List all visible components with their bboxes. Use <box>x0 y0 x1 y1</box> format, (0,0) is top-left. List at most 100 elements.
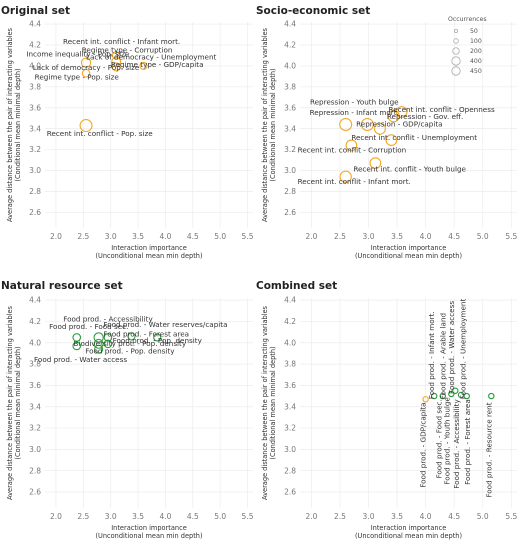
point-label: Food prod. - Resource rent <box>484 402 493 497</box>
x-axis-label-sub: (Unconditional mean min depth) <box>95 532 202 540</box>
panel-natural-resource-set: Natural resource set 2.6 2.8 3.0 3.2 3.4 3.6 3.… <box>1 280 254 540</box>
x-axis-label: Interaction importance <box>371 524 447 532</box>
legend-title: Occurrences <box>448 16 487 23</box>
y-tick-label: 3.0 <box>29 445 41 454</box>
data-point <box>72 333 82 342</box>
panel-title: Original set <box>1 5 70 17</box>
point-label: Recent int. conflit - Infant mort. <box>298 177 411 186</box>
y-tick-label: 4.0 <box>284 338 296 347</box>
point-label: Food prod. - Youth bulge <box>443 397 452 485</box>
data-point <box>422 396 429 403</box>
legend-symbol <box>452 47 460 55</box>
x-axis-label-sub: (Unconditional mean min depth) <box>95 252 202 260</box>
legend-symbol <box>453 28 459 34</box>
x-tick-label: 4.0 <box>159 232 171 241</box>
y-tick-label: 3.0 <box>284 445 296 454</box>
data-point <box>488 392 495 400</box>
y-tick-label: 3.2 <box>29 145 41 154</box>
x-tick-label: 3.0 <box>363 232 375 241</box>
point-label: Regime type - Corruption <box>82 45 173 54</box>
x-tick-label: 4.0 <box>159 512 171 521</box>
y-tick-label: 4.4 <box>284 20 296 29</box>
point-label: Food prod. - Water access <box>34 355 127 364</box>
panel-title: Natural resource set <box>1 280 123 292</box>
y-tick-label: 3.8 <box>29 360 41 369</box>
y-tick-label: 3.4 <box>29 124 41 133</box>
panel-title: Combined set <box>256 280 337 292</box>
x-tick-label: 5.0 <box>214 232 226 241</box>
y-tick-label: 4.0 <box>29 338 41 347</box>
point-label: Food prod. - Pop. density <box>85 346 175 355</box>
y-tick-label: 4.2 <box>29 317 41 326</box>
y-tick-label: 2.8 <box>284 466 296 475</box>
legend-symbol <box>451 66 461 76</box>
y-axis-label-sub: (Conditional mean minimal depth) <box>269 346 277 459</box>
y-tick-label: 3.2 <box>284 145 296 154</box>
data-point <box>153 333 162 342</box>
x-tick-label: 5.5 <box>242 232 254 241</box>
point-label: Recent int. conflit - Corruption <box>298 146 407 155</box>
x-axis-label-sub: (Unconditional mean min depth) <box>355 532 462 540</box>
x-tick-label: 4.0 <box>420 512 432 521</box>
data-point <box>452 387 459 394</box>
data-point <box>111 56 122 67</box>
y-axis-label: Average distance between the pair of int… <box>6 27 14 222</box>
y-tick-label: 3.4 <box>284 124 296 133</box>
y-tick-label: 2.6 <box>29 208 41 217</box>
y-tick-label: 3.2 <box>29 424 41 433</box>
data-point <box>127 332 136 341</box>
y-tick-label: 3.8 <box>284 82 296 91</box>
x-axis-label: Interaction importance <box>111 524 187 532</box>
y-tick-label: 4.2 <box>284 317 296 326</box>
point-label: Lack of democracy - Pop. size <box>33 63 140 72</box>
point-label: Recent int. conflict - Pop. size <box>47 129 154 138</box>
y-tick-label: 3.0 <box>29 166 41 175</box>
data-point <box>93 338 104 349</box>
x-tick-label: 5.5 <box>505 232 517 241</box>
point-label: Food prod. - Food sec. <box>49 322 128 331</box>
point-label: Food prod. - Water reserves/capita <box>103 320 227 329</box>
panel-title: Socio-economic set <box>256 5 370 17</box>
y-tick-label: 3.6 <box>284 103 296 112</box>
y-tick-label: 4.2 <box>29 41 41 50</box>
point-label: Food prod. - Arable land <box>439 313 448 399</box>
data-point <box>430 392 438 400</box>
data-point <box>111 51 121 60</box>
y-tick-label: 2.8 <box>284 187 296 196</box>
legend: Occurrences 50 100 200 400 450 <box>448 16 487 76</box>
point-label: Food prod. - GDP/capita <box>419 402 428 487</box>
data-point <box>79 119 93 133</box>
point-label: Repression - Infant mort. <box>310 108 399 117</box>
data-point <box>360 117 374 131</box>
point-label: Repression - GDP/capita <box>356 120 442 129</box>
x-tick-label: 3.0 <box>105 232 117 241</box>
panel-socio-economic-set: Socio-economic set 2.6 2.8 3.0 3.2 3.4 3.6 3.8 4… <box>256 5 517 260</box>
x-tick-label: 2.0 <box>305 512 317 521</box>
point-label: Recent int. conflit - Openness <box>389 105 495 114</box>
x-tick-label: 2.5 <box>334 232 346 241</box>
y-axis-label: Average distance between the pair of int… <box>261 27 269 222</box>
y-axis-label-sub: (Conditional mean minimal depth) <box>14 346 22 459</box>
data-point <box>457 391 465 399</box>
y-tick-label: 3.4 <box>29 402 41 411</box>
x-tick-label: 5.5 <box>242 512 254 521</box>
y-tick-label: 2.6 <box>284 208 296 217</box>
point-label: Biodiversity prot. - Pop. density <box>74 339 187 348</box>
point-label: Food prod. - Accessibility <box>452 399 461 489</box>
point-label: Food prod. - Forest area <box>103 329 189 338</box>
y-tick-label: 3.0 <box>284 166 296 175</box>
x-tick-label: 4.5 <box>448 232 460 241</box>
y-axis-label: Average distance between the pair of int… <box>6 305 14 500</box>
x-tick-label: 3.5 <box>391 232 403 241</box>
legend-entry-label: 400 <box>470 58 482 65</box>
x-axis-label: Interaction importance <box>111 244 187 252</box>
point-label: Food prod. - Water access <box>447 301 456 394</box>
data-point <box>94 344 104 354</box>
data-point <box>463 392 470 400</box>
y-axis-label-sub: (Conditional mean minimal depth) <box>14 68 22 181</box>
data-point <box>339 117 353 131</box>
y-tick-label: 3.8 <box>284 360 296 369</box>
y-axis-label-sub: (Conditional mean minimal depth) <box>269 68 277 181</box>
y-tick-label: 4.4 <box>284 296 296 305</box>
